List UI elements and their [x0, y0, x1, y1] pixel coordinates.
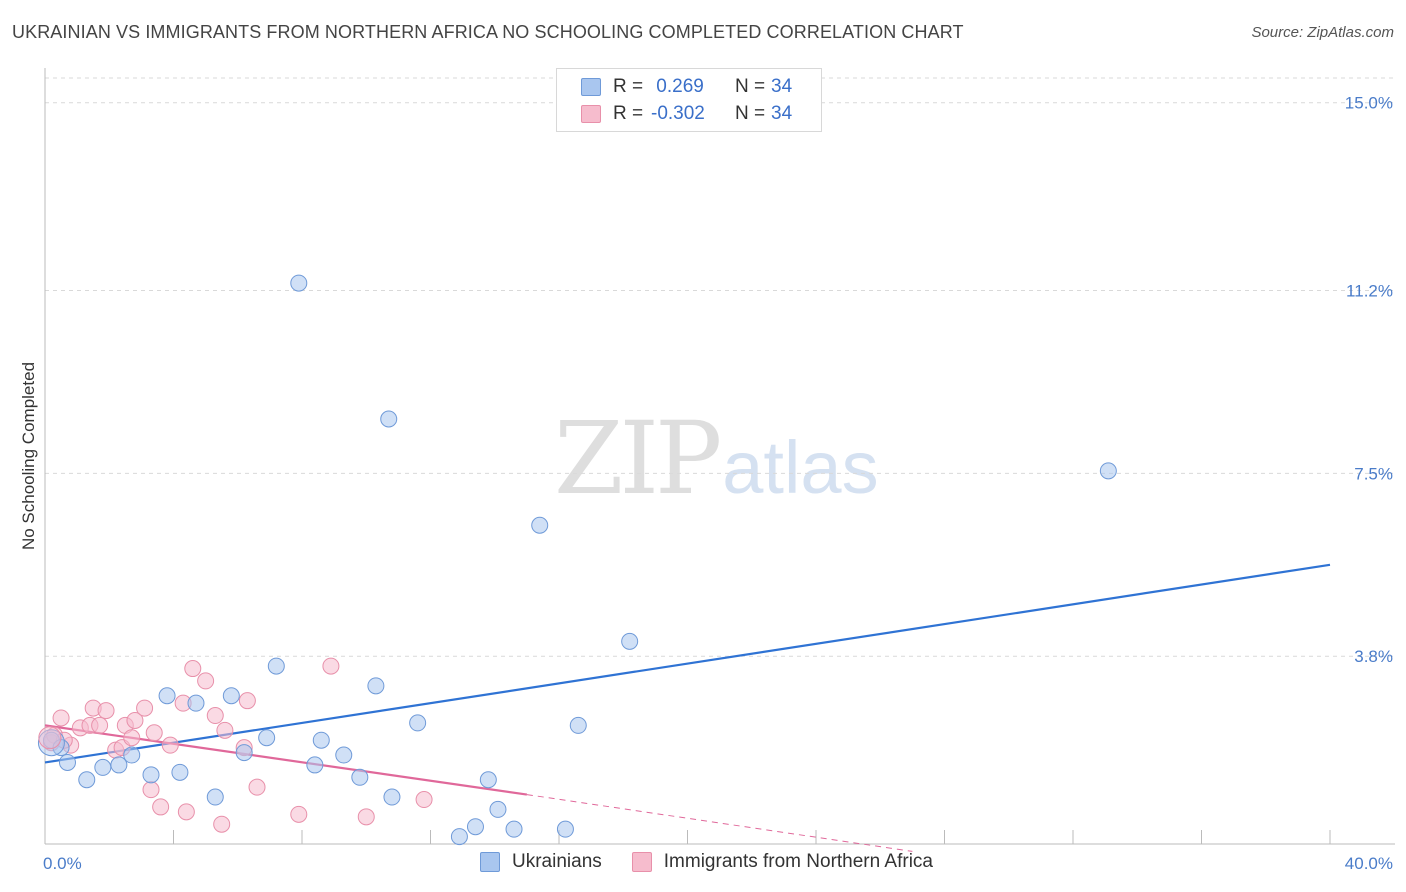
data-point-ukrainians: [187, 694, 205, 712]
data-point-ukrainians: [123, 746, 141, 764]
data-point-northern-africa: [91, 716, 109, 734]
trend-line-ukrainians: [44, 563, 1331, 764]
data-point-ukrainians: [569, 716, 587, 734]
data-point-ukrainians: [58, 753, 76, 771]
y-tick-label: 3.8%: [1354, 647, 1393, 666]
legend-n-label: N =: [735, 103, 766, 124]
data-point-ukrainians: [409, 714, 427, 732]
data-point-ukrainians: [531, 516, 549, 534]
series-legend-item-northern-africa[interactable]: Immigrants from Northern Africa: [631, 851, 934, 873]
data-point-ukrainians: [335, 746, 353, 764]
data-point-ukrainians: [142, 766, 160, 784]
legend-n-value: 34: [771, 76, 793, 97]
data-point-ukrainians: [351, 768, 369, 786]
data-point-ukrainians: [235, 744, 253, 762]
chart-title: UKRAINIAN VS IMMIGRANTS FROM NORTHERN AF…: [12, 22, 964, 42]
legend-r-label: R =: [613, 103, 644, 124]
data-point-northern-africa: [161, 736, 179, 754]
data-point-northern-africa: [238, 692, 256, 710]
data-point-ukrainians: [78, 771, 96, 789]
data-point-ukrainians: [258, 729, 276, 747]
data-point-ukrainians: [222, 687, 240, 705]
y-tick-label: 11.2%: [1346, 282, 1393, 301]
data-point-northern-africa: [136, 699, 154, 717]
legend-swatch-northern-africa: [581, 105, 601, 123]
data-point-northern-africa: [184, 660, 202, 678]
legend-r-label: R =: [613, 76, 644, 97]
data-point-northern-africa: [322, 657, 340, 675]
data-point-ukrainians: [171, 763, 189, 781]
data-point-northern-africa: [145, 724, 163, 742]
series-label-ukrainians: Ukrainians: [512, 851, 602, 872]
series-legend-item-ukrainians[interactable]: Ukrainians: [480, 851, 602, 873]
data-point-ukrainians: [290, 274, 308, 292]
data-point-northern-africa: [216, 721, 234, 739]
trend-layer: [44, 563, 1331, 852]
series-swatch-ukrainians: [480, 852, 500, 872]
data-point-northern-africa: [357, 808, 375, 826]
x-tick-label: 40.0%: [1345, 854, 1393, 873]
series-label-northern-africa: Immigrants from Northern Africa: [663, 851, 934, 872]
data-point-northern-africa: [97, 702, 115, 720]
y-tick-label: 15.0%: [1345, 94, 1393, 113]
series-swatch-northern-africa: [631, 852, 652, 872]
data-point-ukrainians: [1099, 462, 1117, 480]
x-tick-label: 0.0%: [43, 854, 82, 873]
data-point-northern-africa: [248, 778, 266, 796]
data-point-ukrainians: [367, 677, 385, 695]
trend-line-northern-africa-extension: [526, 794, 913, 852]
data-point-northern-africa: [52, 709, 70, 727]
correlation-legend: R = 0.269 N = 34 R = -0.302 N = 34: [556, 68, 822, 132]
points-layer: [37, 274, 1117, 846]
series-legend: Ukrainians Immigrants from Northern Afri…: [480, 851, 963, 873]
watermark-atlas: atlas: [722, 426, 879, 509]
data-point-northern-africa: [206, 707, 224, 725]
data-point-northern-africa: [177, 803, 195, 821]
legend-swatch-ukrainians: [581, 78, 601, 96]
data-point-northern-africa: [213, 815, 231, 833]
data-point-northern-africa: [126, 711, 144, 729]
data-point-ukrainians: [450, 828, 468, 846]
legend-n-value: 34: [771, 103, 793, 124]
data-point-ukrainians: [621, 632, 639, 650]
data-point-ukrainians: [466, 818, 484, 836]
legend-row-ukrainians: R = 0.269 N = 34: [581, 75, 792, 99]
legend-n-label: N =: [735, 76, 766, 97]
data-point-northern-africa: [415, 791, 433, 809]
legend-row-northern-africa: R = -0.302 N = 34: [581, 102, 792, 126]
y-axis-label: No Schooling Completed: [19, 362, 38, 550]
data-point-northern-africa: [290, 805, 308, 823]
data-point-ukrainians: [383, 788, 401, 806]
source-label: Source: ZipAtlas.com: [1251, 24, 1394, 41]
data-point-ukrainians: [206, 788, 224, 806]
data-point-northern-africa: [142, 781, 160, 799]
watermark: ZIPatlas: [554, 400, 879, 517]
data-point-northern-africa: [38, 726, 62, 750]
data-point-northern-africa: [152, 798, 170, 816]
data-point-ukrainians: [489, 800, 507, 818]
axis-layer: [44, 68, 1395, 845]
data-point-ukrainians: [312, 731, 330, 749]
data-point-ukrainians: [94, 758, 112, 776]
y-tick-label: 7.5%: [1354, 464, 1393, 483]
data-point-ukrainians: [505, 820, 523, 838]
data-point-northern-africa: [123, 729, 141, 747]
data-point-ukrainians: [158, 687, 176, 705]
data-point-ukrainians: [380, 410, 398, 428]
data-point-ukrainians: [110, 756, 128, 774]
grid-layer: [45, 77, 1395, 657]
data-point-ukrainians: [306, 756, 324, 774]
watermark-zip: ZIP: [554, 400, 722, 517]
data-point-ukrainians: [479, 771, 497, 789]
data-point-ukrainians: [267, 657, 285, 675]
label-layer: 3.8% 7.5% 11.2% 15.0% 0.0% 40.0% No Schooling …: [19, 94, 1393, 873]
data-point-ukrainians: [556, 820, 574, 838]
legend-r-value: -0.302: [651, 103, 705, 124]
legend-r-value: 0.269: [651, 76, 704, 97]
data-point-northern-africa: [197, 672, 215, 690]
